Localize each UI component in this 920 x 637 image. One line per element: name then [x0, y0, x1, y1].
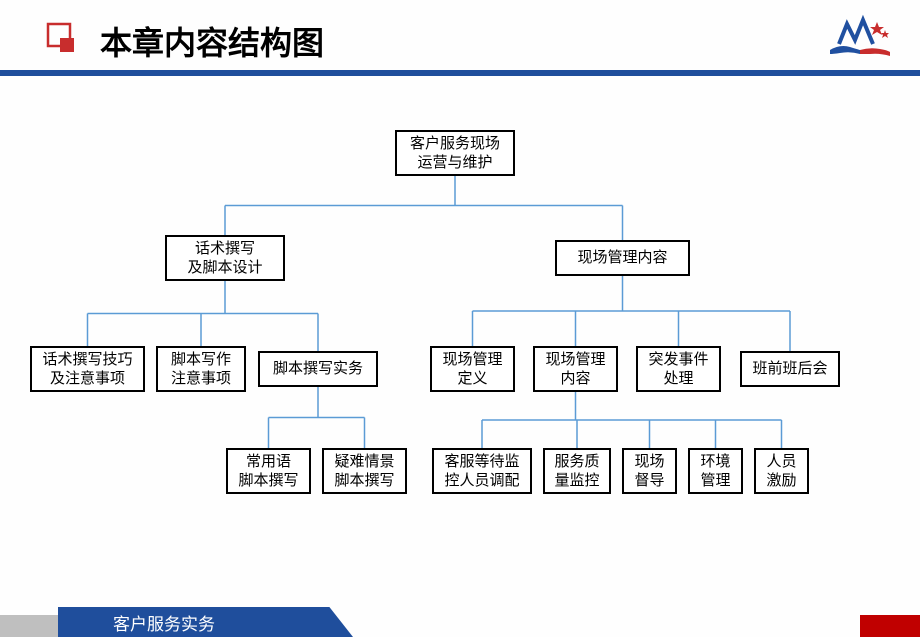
tree-node: 疑难情景脚本撰写 — [322, 448, 407, 494]
tree-node: 常用语脚本撰写 — [226, 448, 311, 494]
tree-node: 服务质量监控 — [543, 448, 611, 494]
tree-node: 突发事件处理 — [636, 346, 721, 392]
footer-label: 客户服务实务 — [58, 607, 353, 637]
tree-node: 班前班后会 — [740, 351, 840, 387]
tree-node: 客服等待监控人员调配 — [432, 448, 532, 494]
header-divider — [0, 70, 920, 76]
tree-node: 现场管理内容 — [533, 346, 618, 392]
tree-node: 脚本写作注意事项 — [156, 346, 246, 392]
title-decoration-icon — [42, 22, 82, 67]
tree-node: 话术撰写技巧及注意事项 — [30, 346, 145, 392]
tree-node: 现场管理内容 — [555, 240, 690, 276]
logo-icon — [825, 12, 895, 67]
tree-node: 话术撰写及脚本设计 — [165, 235, 285, 281]
footer: 客户服务实务 — [0, 599, 920, 637]
header: 本章内容结构图 — [0, 0, 920, 80]
tree-node: 环境管理 — [688, 448, 743, 494]
tree-node: 客户服务现场运营与维护 — [395, 130, 515, 176]
tree-node: 脚本撰写实务 — [258, 351, 378, 387]
page-title: 本章内容结构图 — [100, 18, 324, 64]
footer-gray-block — [0, 615, 65, 637]
tree-node: 现场管理定义 — [430, 346, 515, 392]
tree-node: 人员激励 — [754, 448, 809, 494]
footer-red-block — [860, 615, 920, 637]
tree-node: 现场督导 — [622, 448, 677, 494]
tree-diagram: 客户服务现场运营与维护话术撰写及脚本设计现场管理内容话术撰写技巧及注意事项脚本写… — [0, 90, 920, 570]
